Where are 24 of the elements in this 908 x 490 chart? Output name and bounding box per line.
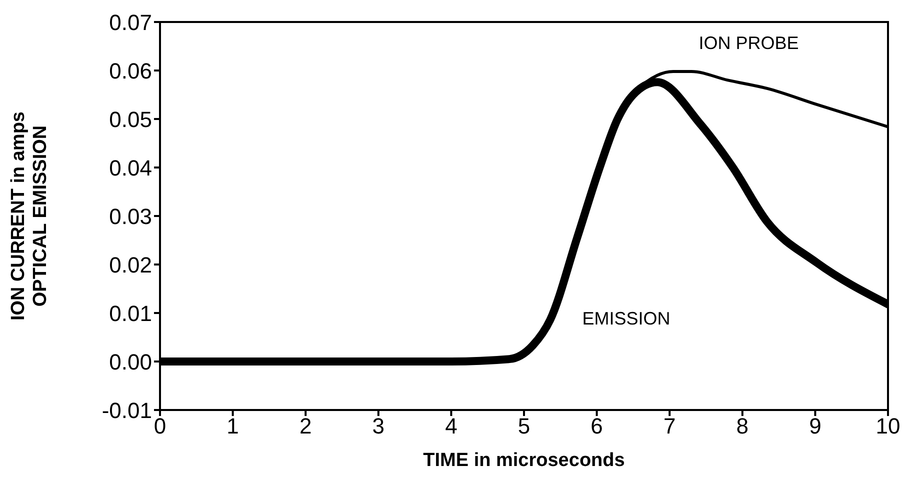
y-tick-label: 0.07 (109, 10, 152, 35)
series-label: ION PROBE (698, 33, 799, 54)
y-tick-label: -0.01 (102, 398, 152, 423)
y-tick-label: 0.02 (109, 252, 152, 278)
x-tick-label: 6 (590, 414, 603, 439)
y-axis-title: ION CURRENT in amps OPTICAL EMISSION (8, 111, 51, 321)
x-tick-label: 4 (445, 414, 458, 439)
y-tick-label: 0.00 (109, 349, 152, 374)
y-tick-label: 0.05 (109, 106, 152, 132)
x-tick-label: 9 (809, 414, 822, 439)
y-tick-label: 0.03 (109, 204, 152, 229)
x-tick-label: 2 (299, 414, 312, 439)
x-tick-label: 5 (518, 414, 530, 439)
x-axis-title: TIME in microseconds (423, 450, 625, 471)
x-tick-label: 7 (663, 414, 676, 439)
x-tick-label: 8 (736, 414, 749, 439)
x-tick-label: 10 (876, 414, 900, 439)
y-tick-label: 0.01 (109, 300, 152, 326)
x-tick-label: 3 (372, 414, 385, 439)
x-tick-label: 1 (226, 414, 239, 439)
y-tick-label: 0.04 (109, 155, 152, 180)
x-tick-label: 0 (154, 414, 166, 439)
series-label: EMISSION (582, 308, 670, 329)
y-tick-label: 0.06 (109, 58, 152, 84)
